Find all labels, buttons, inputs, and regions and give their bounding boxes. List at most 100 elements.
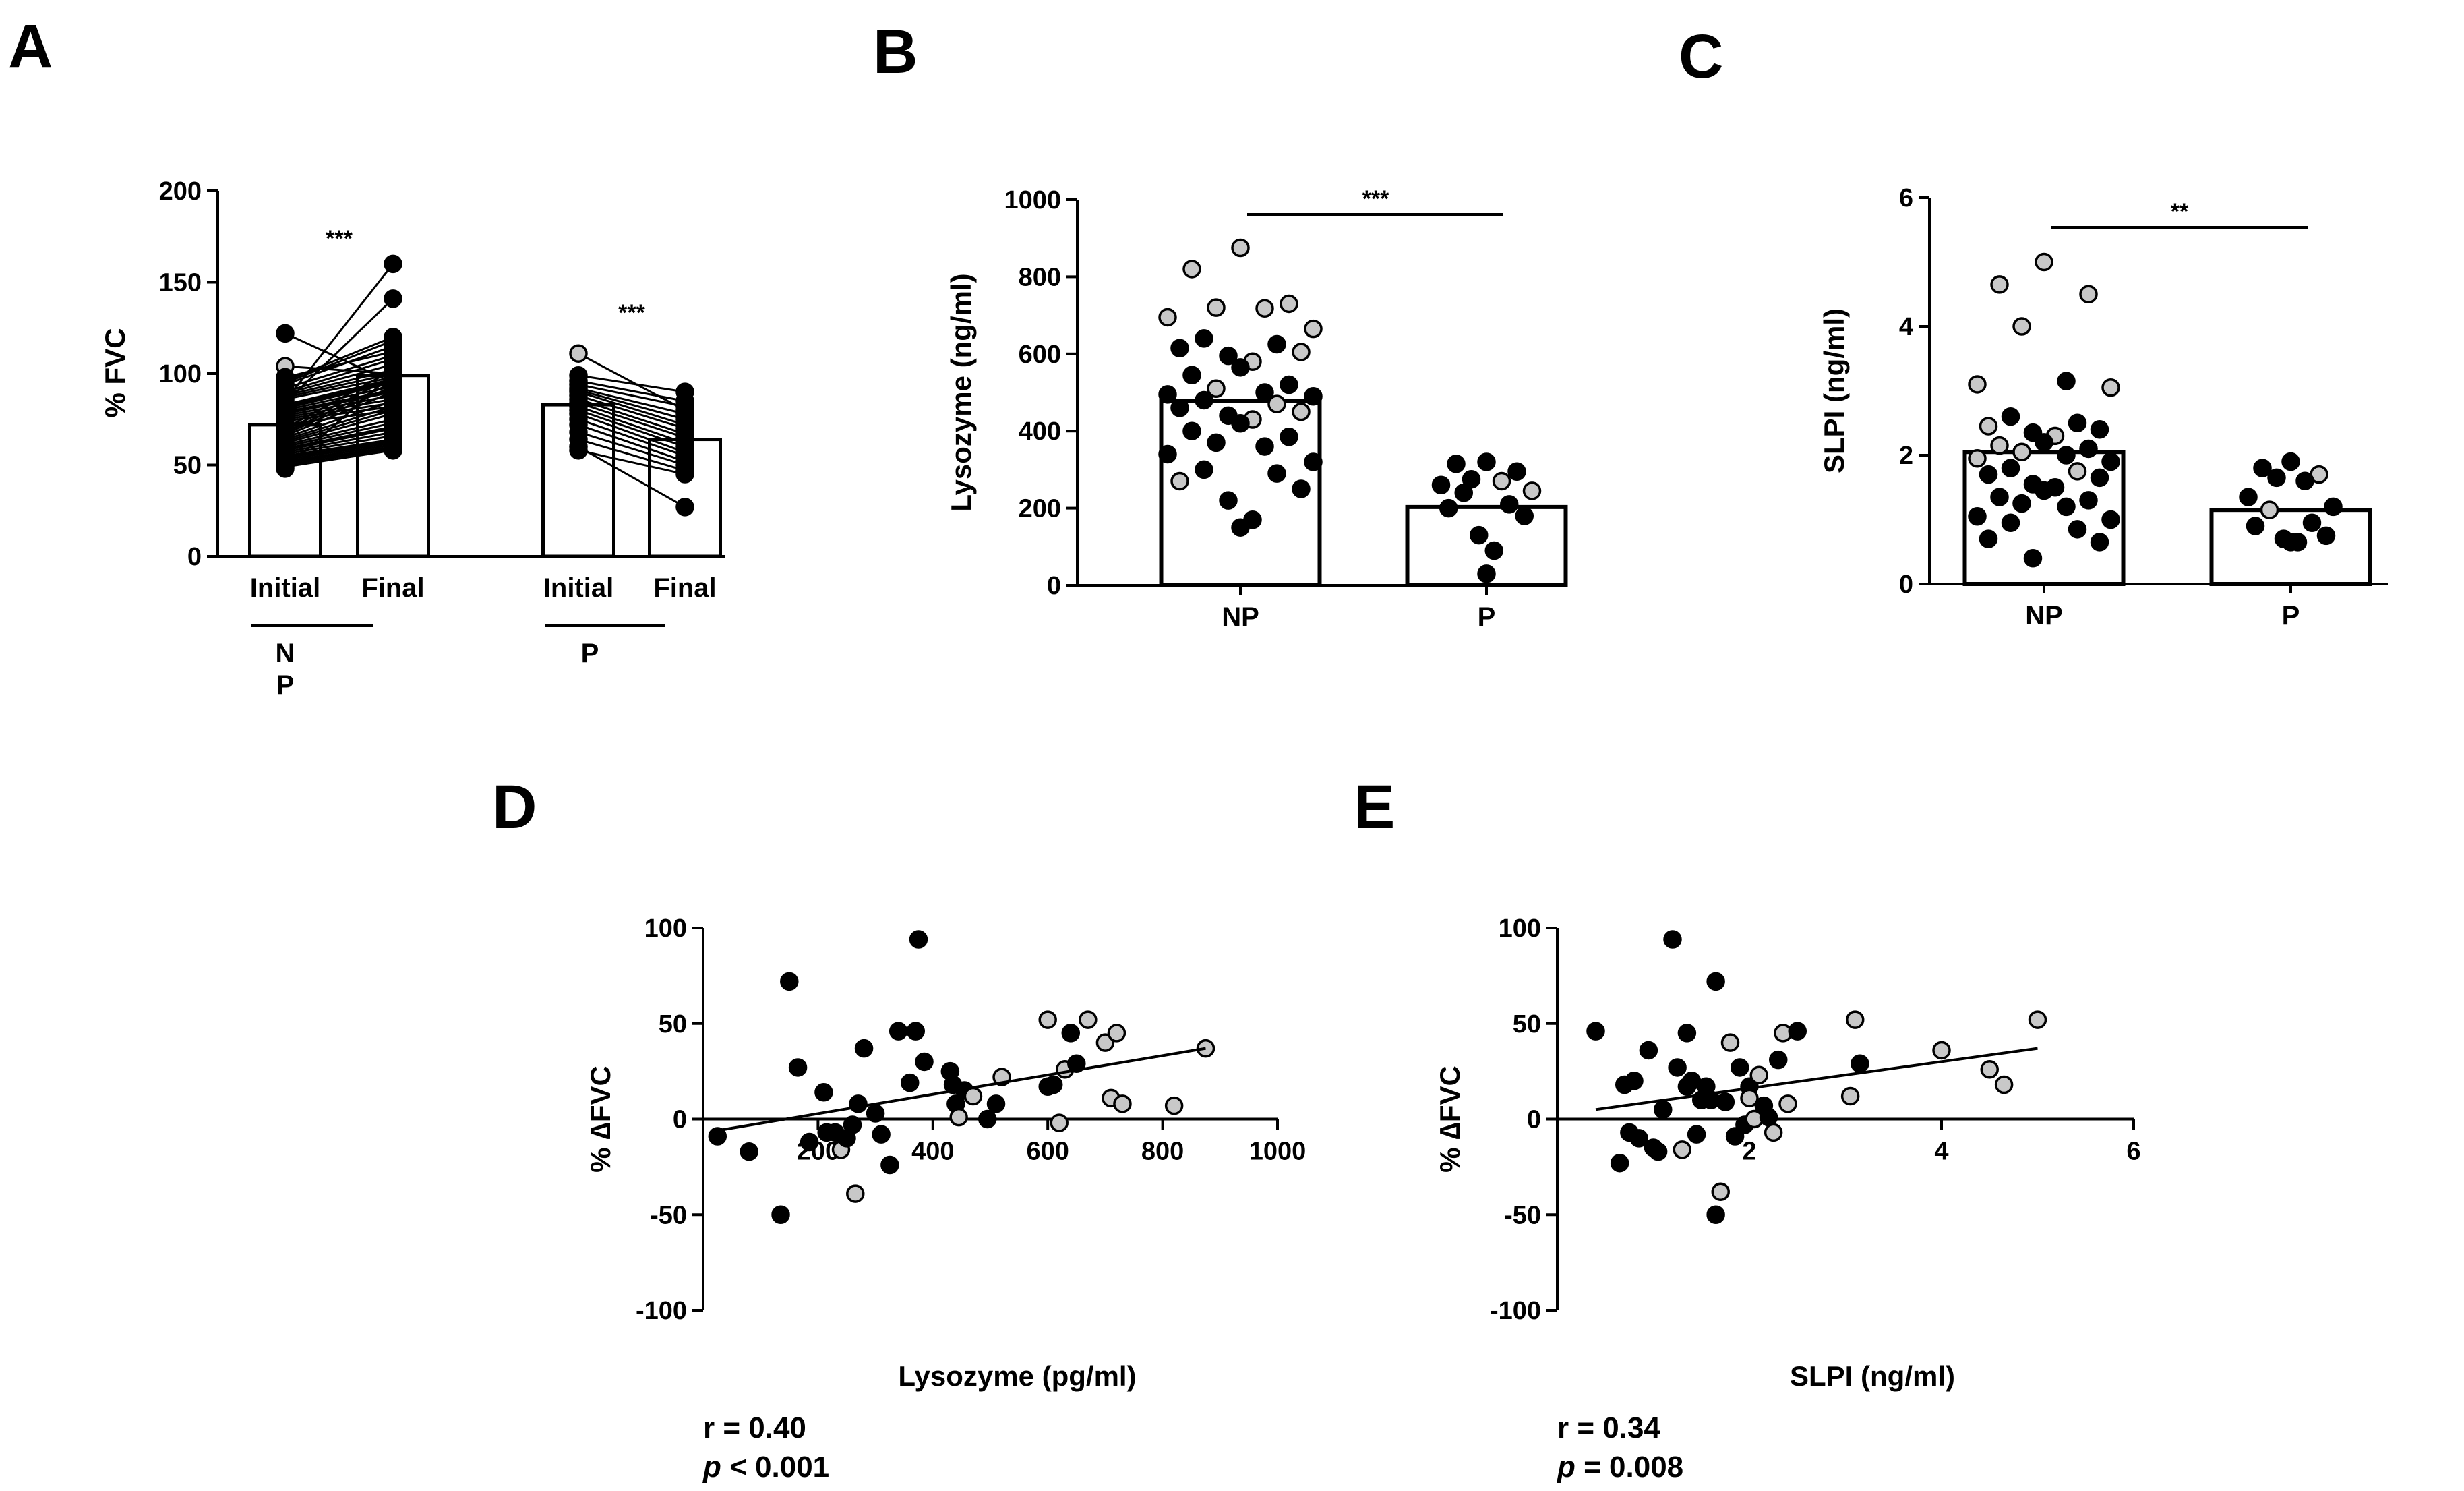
pair-line [284, 382, 394, 434]
scatter-point [1778, 1094, 1797, 1113]
scatter-point [740, 1142, 758, 1161]
pair-line [578, 423, 686, 463]
scatter-point [780, 972, 799, 991]
pair-line [284, 385, 394, 435]
scatter-point [1994, 1075, 2014, 1094]
data-point [2035, 433, 2053, 452]
scatter-point [949, 1107, 968, 1127]
data-point [2295, 471, 2314, 490]
pair-line [284, 426, 394, 450]
pair-line [284, 365, 394, 375]
data-point [1292, 343, 1311, 361]
scatter-point [915, 1052, 934, 1072]
scatter-point [906, 1022, 925, 1041]
data-point [1280, 294, 1298, 314]
pair-line [578, 446, 686, 508]
p-value-text: = 0.008 [1575, 1451, 1683, 1484]
y-axis-title: SLPI (ng/ml) [1818, 308, 1850, 473]
p-value: p = 0.008 [1557, 1451, 1683, 1484]
data-point [1477, 452, 1496, 471]
data-point [1219, 346, 1238, 366]
y-axis-title: % ∆FVC [1434, 1065, 1466, 1173]
x-category-label: Final [361, 573, 424, 603]
p-value-text: < 0.001 [721, 1451, 829, 1484]
pair-line [284, 442, 394, 461]
scatter-point [1725, 1127, 1745, 1146]
data-point [2239, 488, 2258, 506]
data-point [1267, 394, 1286, 413]
data-point [2079, 491, 2098, 510]
pair-line [284, 440, 394, 459]
scatter-point [978, 1109, 997, 1129]
pair-line [578, 380, 686, 403]
data-point [1439, 498, 1458, 518]
data-point [1158, 385, 1177, 404]
x-category-label: NP [1222, 602, 1259, 632]
data-point [1219, 491, 1238, 510]
scatter-point [1706, 1205, 1725, 1224]
data-point [1255, 437, 1274, 456]
panel-c-slpi-chart: 0 2 4 6 SLPI (ng/ml) NP P ** [1818, 184, 2388, 631]
data-point [2057, 446, 2076, 465]
group-label: P [581, 639, 599, 668]
final-point [675, 465, 694, 484]
scatter-point [1663, 930, 1682, 949]
data-point [1158, 308, 1177, 327]
scatter-point [1067, 1054, 1086, 1074]
pair-line [578, 449, 686, 475]
pair-line [578, 405, 686, 444]
pair-line [284, 369, 394, 397]
y-tick-label: 200 [1019, 495, 1061, 523]
pair-line [284, 427, 394, 452]
data-point [2253, 459, 2272, 477]
scatter-point [1629, 1129, 1648, 1148]
pair-line [284, 444, 394, 463]
y-tick-label: 0 [1047, 572, 1061, 600]
pair-line [284, 369, 394, 430]
scatter-point [1980, 1060, 1999, 1079]
y-tick-label: 0 [1899, 571, 1913, 599]
pair-line [578, 409, 686, 448]
data-point [1280, 375, 1298, 394]
data-point [2281, 533, 2300, 552]
data-point [2246, 517, 2265, 535]
data-point [1979, 417, 1998, 436]
data-point [1968, 375, 1987, 394]
data-point [1990, 436, 2009, 455]
data-point [1304, 452, 1323, 471]
data-point [1304, 386, 1323, 406]
data-point [1447, 455, 1466, 473]
pair-line [284, 400, 394, 439]
scatter-point [1113, 1094, 1132, 1113]
scatter-point [1716, 1092, 1735, 1111]
x-category-label: Initial [250, 573, 320, 603]
x-category-label: P [2282, 601, 2300, 631]
data-point [1231, 358, 1250, 377]
y-tick-label: -100 [1490, 1297, 1541, 1325]
data-point [2302, 513, 2322, 533]
pair-line [284, 449, 394, 468]
final-point [384, 289, 402, 308]
pair-line [578, 387, 686, 415]
data-point [1195, 460, 1213, 479]
scatter-point [1788, 1022, 1807, 1041]
scatter-point [1654, 1100, 1673, 1119]
data-point [2068, 462, 2087, 481]
pair-line [578, 431, 686, 466]
significance-mark: *** [618, 300, 645, 326]
data-point [2012, 317, 2031, 336]
regression-line [1595, 1047, 2038, 1111]
pair-line [578, 394, 686, 430]
x-category-label: P [1478, 602, 1496, 632]
scatter-point [1749, 1065, 1768, 1085]
pair-line [284, 376, 394, 432]
scatter-point [814, 1083, 833, 1102]
scatter-point [1720, 1033, 1740, 1052]
pair-line [284, 297, 394, 404]
scatter-point [771, 1205, 790, 1224]
pair-line [284, 445, 394, 465]
data-point [1292, 479, 1311, 498]
significance-mark: *** [1362, 186, 1389, 212]
scatter-point [986, 1094, 1006, 1113]
